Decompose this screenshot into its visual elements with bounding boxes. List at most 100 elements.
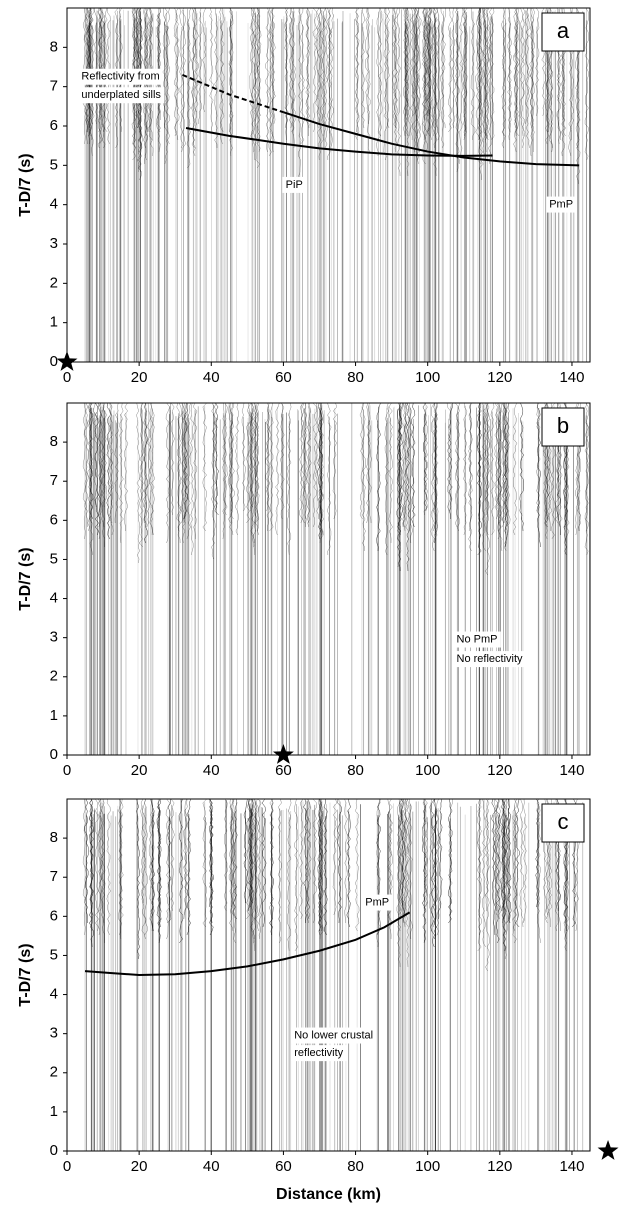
trace-wiggle — [403, 8, 408, 137]
trace-wiggle — [482, 403, 488, 532]
trace-wiggle — [319, 403, 324, 536]
trace-wiggle — [497, 799, 503, 920]
trace-wiggle — [319, 799, 324, 940]
trace-wiggle — [175, 8, 180, 141]
trace-wiggle — [436, 8, 441, 141]
trace-wiggle — [321, 8, 327, 137]
x-tick-label: 60 — [275, 369, 292, 386]
curve — [185, 126, 493, 157]
y-tick-label: 5 — [50, 550, 58, 567]
trace-wiggle — [503, 403, 508, 524]
trace-wiggle — [455, 8, 461, 165]
trace-wiggle — [319, 403, 324, 536]
trace-wiggle — [233, 799, 238, 920]
trace-wiggle — [366, 8, 371, 153]
trace-wiggle — [305, 799, 311, 920]
trace-wiggle — [253, 403, 258, 524]
trace-wiggle — [209, 799, 214, 936]
trace-wiggle — [497, 403, 503, 524]
trace-wiggle — [430, 403, 436, 552]
trace-wiggle — [503, 403, 508, 548]
trace-wiggle — [150, 403, 156, 536]
trace-wiggle — [214, 403, 219, 516]
trace-wiggle — [220, 8, 225, 133]
trace-wiggle — [249, 799, 255, 944]
trace-wiggle — [157, 799, 162, 928]
trace-wiggle — [140, 403, 145, 508]
trace-wiggle — [286, 403, 292, 556]
trace-wiggle — [332, 403, 338, 520]
x-tick-label: 80 — [347, 762, 364, 779]
trace-wiggle — [170, 799, 175, 912]
trace-wiggle — [157, 799, 162, 928]
trace-wiggle — [462, 403, 468, 536]
trace-wiggle — [252, 8, 258, 145]
x-axis-label: Distance (km) — [276, 1186, 381, 1203]
trace-wiggle — [482, 8, 488, 141]
trace-wiggle — [319, 8, 324, 149]
trace-wiggle — [428, 8, 433, 141]
trace-wiggle — [422, 8, 428, 117]
y-tick-label: 2 — [50, 1064, 58, 1081]
y-tick-label: 4 — [50, 196, 58, 213]
trace-wiggle — [249, 799, 254, 908]
trace-wiggle — [428, 799, 433, 932]
trace-wiggle — [337, 799, 342, 924]
trace-wiggle — [194, 8, 199, 113]
trace-wiggle — [524, 8, 529, 125]
trace-wiggle — [408, 799, 413, 940]
trace-wiggle — [535, 8, 540, 117]
trace-wiggle — [433, 8, 438, 137]
trace-wiggle — [398, 403, 403, 520]
trace-wiggle — [468, 403, 473, 532]
trace-wiggle — [476, 8, 482, 145]
trace-wiggle — [186, 799, 192, 936]
trace-wiggle — [454, 403, 460, 532]
trace-wiggle — [269, 799, 274, 936]
trace-wiggle — [536, 799, 542, 944]
trace-wiggle — [247, 799, 253, 912]
trace-wiggle — [503, 403, 508, 548]
trace-wiggle — [397, 403, 402, 536]
trace-wiggle — [422, 799, 427, 944]
trace-wiggle — [485, 799, 490, 972]
y-tick-label: 1 — [50, 314, 58, 331]
x-tick-label: 40 — [203, 762, 220, 779]
trace-wiggle — [484, 8, 490, 153]
trace-wiggle — [186, 8, 192, 169]
trace-wiggle — [183, 403, 188, 520]
trace-wiggle — [346, 799, 351, 928]
trace-wiggle — [476, 403, 482, 540]
trace-wiggle — [277, 799, 282, 944]
trace-wiggle — [178, 799, 184, 944]
trace-wiggle — [316, 8, 322, 161]
trace-wiggle — [417, 8, 422, 153]
trace-wiggle — [402, 799, 408, 924]
trace-wiggle — [118, 799, 123, 936]
y-tick-label: 0 — [50, 746, 58, 763]
y-tick-label: 8 — [50, 433, 58, 450]
trace-wiggle — [314, 403, 320, 520]
panel-label: a — [557, 18, 570, 43]
trace-wiggle — [405, 799, 411, 968]
trace-wiggle — [385, 8, 390, 129]
y-axis-label: T-D/7 (s) — [17, 547, 34, 610]
y-tick-label: 3 — [50, 1025, 58, 1042]
panel-label: c — [558, 809, 569, 834]
trace-wiggle — [230, 403, 235, 512]
trace-wiggle — [249, 403, 254, 512]
trace-wiggle — [177, 403, 182, 532]
trace-wiggle — [403, 8, 408, 117]
trace-wiggle — [139, 403, 144, 548]
trace-wiggle — [103, 403, 108, 508]
trace-wiggle — [507, 8, 512, 141]
trace-wiggle — [493, 799, 498, 912]
trace-wiggle — [519, 403, 525, 532]
trace-wiggle — [98, 799, 103, 936]
trace-wiggle — [99, 8, 105, 133]
trace-wiggle — [165, 799, 171, 940]
trace-wiggle — [303, 403, 308, 520]
trace-wiggle — [376, 403, 381, 552]
trace-wiggle — [108, 403, 114, 524]
